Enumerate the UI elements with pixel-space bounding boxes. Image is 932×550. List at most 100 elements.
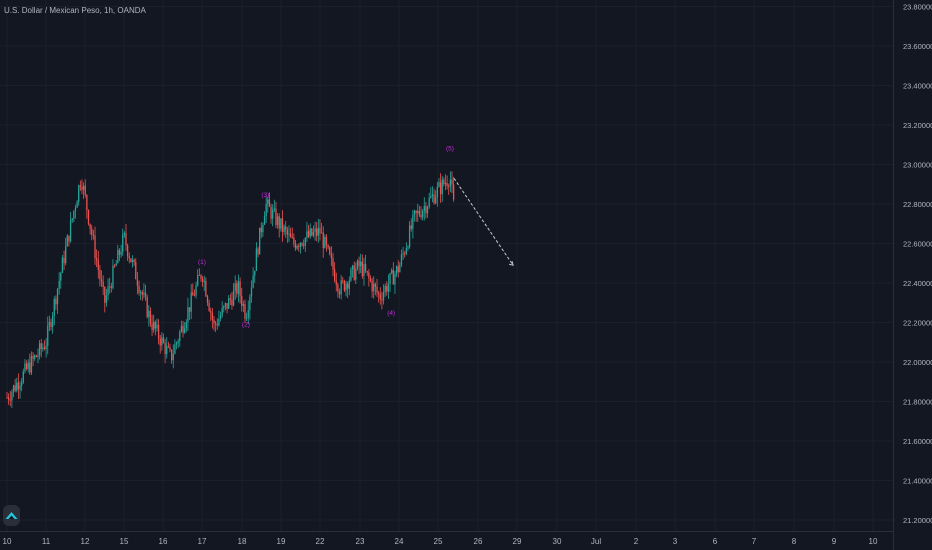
candle-body bbox=[281, 218, 284, 232]
candle-body bbox=[448, 186, 450, 187]
wave-label: (4) bbox=[387, 310, 395, 317]
candle-body bbox=[381, 299, 383, 301]
time-tick-label: 26 bbox=[474, 537, 483, 546]
candle-body bbox=[210, 310, 212, 314]
time-tick-label: 17 bbox=[198, 537, 207, 546]
candle-body bbox=[286, 229, 289, 235]
candle-body bbox=[360, 261, 362, 267]
candle-body bbox=[400, 254, 403, 265]
time-axis[interactable]: 10 11 12 15 16 17 18 19 22 23 24 25 26 29 30 Jul 2 3 6 7 8 9 1… bbox=[3, 537, 878, 546]
candle-body bbox=[329, 247, 331, 255]
price-tick-label: 23.80000 bbox=[903, 3, 932, 12]
tradingview-logo-icon[interactable] bbox=[3, 505, 20, 526]
candle-body bbox=[294, 243, 297, 249]
candle-body bbox=[206, 296, 209, 303]
candle-body bbox=[324, 236, 326, 249]
candle-body bbox=[172, 353, 174, 361]
candle-body bbox=[399, 264, 401, 273]
candle-body bbox=[65, 246, 67, 264]
candle-body bbox=[229, 298, 231, 300]
candle-body bbox=[14, 385, 16, 391]
candle-body bbox=[250, 287, 253, 297]
candle-body bbox=[110, 286, 112, 288]
candle-body bbox=[96, 258, 98, 261]
candle-body bbox=[200, 275, 202, 279]
candle-body bbox=[340, 280, 342, 295]
candle-body bbox=[309, 228, 311, 237]
candle-body bbox=[38, 343, 41, 356]
candle-body bbox=[133, 259, 135, 263]
candle-body bbox=[175, 342, 178, 345]
candle-body bbox=[73, 210, 75, 219]
candle-body bbox=[327, 245, 329, 248]
candle-body bbox=[25, 363, 28, 369]
time-tick-label: 12 bbox=[81, 537, 90, 546]
candle-body bbox=[449, 179, 452, 187]
candle-body bbox=[184, 328, 186, 333]
candle-body bbox=[188, 307, 191, 312]
candle-body bbox=[58, 280, 60, 289]
candle-body bbox=[355, 268, 357, 280]
wave-label: (5) bbox=[446, 145, 454, 152]
candle-body bbox=[444, 182, 447, 185]
candle-body bbox=[312, 232, 315, 236]
candle-body bbox=[159, 338, 161, 346]
wave-label: (1) bbox=[198, 259, 206, 266]
time-tick-label: 29 bbox=[513, 537, 522, 546]
candle-body bbox=[342, 280, 344, 282]
candle-body bbox=[201, 278, 204, 282]
candle-body bbox=[170, 349, 173, 361]
candle-body bbox=[156, 324, 158, 329]
candle-body bbox=[143, 292, 145, 295]
candle-body bbox=[109, 286, 111, 288]
candle-body bbox=[435, 197, 437, 204]
candle-body bbox=[257, 248, 259, 255]
candle-body bbox=[177, 340, 179, 343]
candle-body bbox=[298, 246, 300, 247]
candle-body bbox=[167, 346, 170, 348]
candle-body bbox=[268, 199, 271, 207]
candle-body bbox=[405, 248, 407, 254]
time-tick-label: 24 bbox=[395, 537, 404, 546]
price-axis[interactable]: 23.80000 23.60000 23.40000 23.20000 23.00000… bbox=[903, 3, 932, 526]
candle-body bbox=[278, 216, 280, 229]
candle-body bbox=[330, 254, 333, 259]
candle-body bbox=[187, 307, 189, 323]
time-axis-divider bbox=[0, 531, 893, 532]
candle-body bbox=[219, 315, 222, 320]
candle-body bbox=[275, 208, 277, 226]
candle-body bbox=[387, 283, 390, 292]
candle-body bbox=[35, 355, 37, 357]
candle-body bbox=[391, 269, 393, 274]
candle-body bbox=[60, 272, 62, 281]
candle-body bbox=[79, 185, 81, 187]
time-tick-label: 2 bbox=[634, 537, 639, 546]
candle-body bbox=[71, 218, 73, 221]
candle-body bbox=[234, 283, 236, 291]
candle-body bbox=[247, 310, 249, 318]
candle-body bbox=[335, 280, 337, 285]
candle-body bbox=[17, 382, 20, 390]
candle-body bbox=[417, 210, 419, 213]
candle-body bbox=[162, 337, 165, 343]
candle-body bbox=[379, 294, 381, 300]
candle-body bbox=[29, 362, 31, 373]
candle-body bbox=[208, 302, 210, 311]
candle-body bbox=[6, 397, 8, 399]
candle-body bbox=[430, 196, 432, 198]
candle-body bbox=[376, 286, 378, 293]
candle-body bbox=[63, 257, 65, 264]
time-tick-label: 22 bbox=[316, 537, 325, 546]
symbol-title[interactable]: U.S. Dollar / Mexican Peso, 1h, OANDA bbox=[4, 6, 146, 15]
candle-body bbox=[267, 199, 269, 204]
candle-body bbox=[301, 243, 303, 246]
candle-body bbox=[146, 296, 148, 318]
candle-body bbox=[343, 280, 346, 291]
candle-body bbox=[166, 346, 168, 355]
price-tick-label: 23.60000 bbox=[903, 42, 932, 51]
candle-body bbox=[332, 258, 334, 270]
candle-body bbox=[260, 227, 262, 233]
candle-body bbox=[276, 216, 279, 226]
candle-body bbox=[263, 216, 266, 225]
